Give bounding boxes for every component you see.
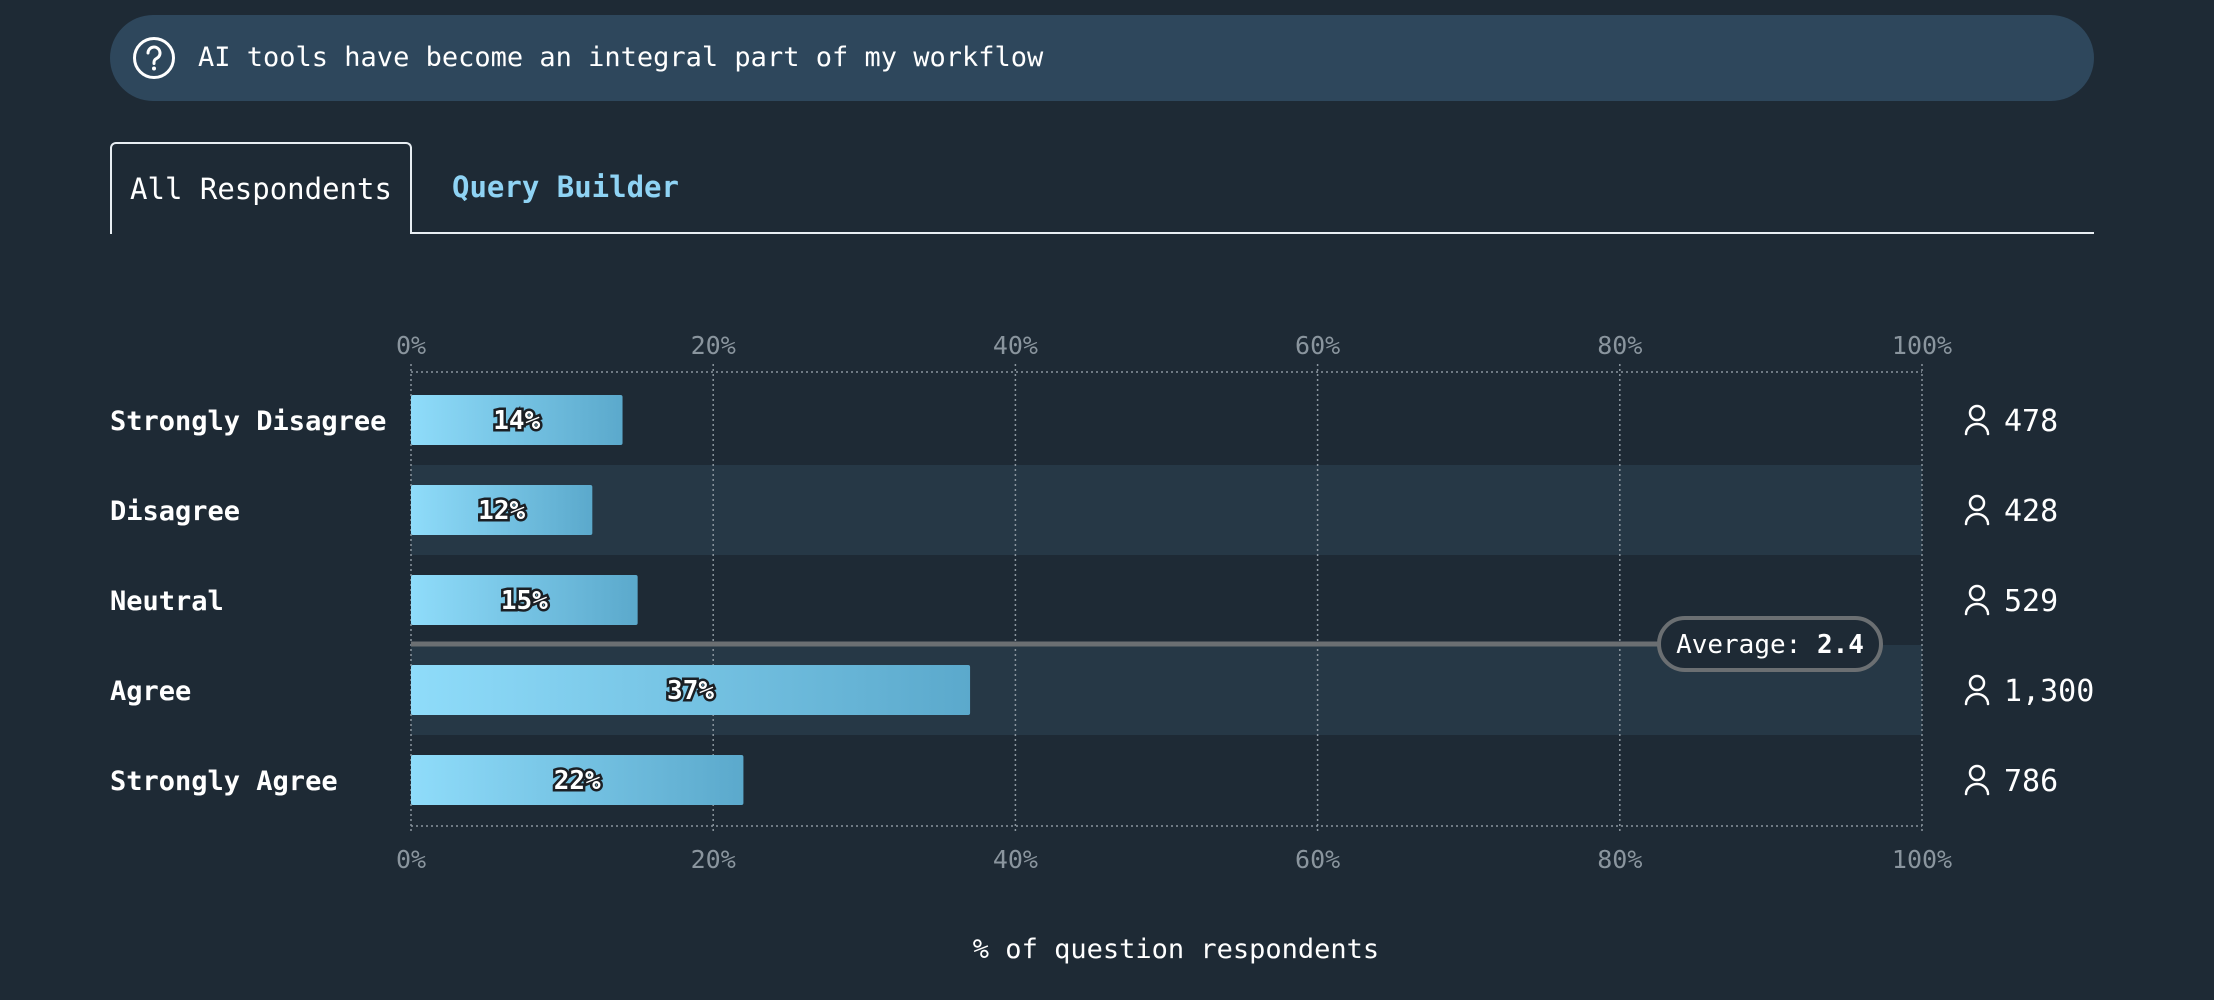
person-icon	[1964, 764, 1990, 796]
average-value: 2.4	[1817, 630, 1864, 660]
question-bar: AI tools have become an integral part of…	[110, 15, 2094, 101]
category-label: Strongly Disagree	[110, 406, 386, 437]
bar-value-label: 12%	[478, 496, 525, 526]
person-icon	[1964, 584, 1990, 616]
bar-value-label: 14%	[493, 406, 540, 436]
tick-label-top: 0%	[396, 331, 426, 360]
bar-value-label: 37%	[667, 676, 714, 706]
bar	[411, 755, 744, 805]
tick-label-bottom: 100%	[1892, 845, 1952, 874]
person-icon	[1964, 494, 1990, 526]
category-label: Strongly Agree	[110, 766, 338, 797]
tab-query-builder[interactable]: Query Builder	[452, 170, 679, 204]
average-pill	[1657, 616, 1883, 672]
category-label: Neutral	[110, 586, 224, 617]
row-stripe	[411, 465, 1922, 555]
respondent-count: 1,300	[2004, 674, 2094, 709]
category-label: Disagree	[110, 496, 240, 527]
tick-label-bottom: 80%	[1597, 845, 1642, 874]
tick-label-bottom: 20%	[691, 845, 736, 874]
respondent-count: 786	[2004, 764, 2058, 799]
tick-label-bottom: 0%	[396, 845, 426, 874]
category-label: Agree	[110, 676, 191, 707]
x-axis-title: % of question respondents	[973, 934, 1379, 965]
tick-label-top: 80%	[1597, 331, 1642, 360]
bar-value-label: 22%	[554, 766, 601, 796]
respondent-count: 478	[2004, 404, 2058, 439]
person-icon	[1964, 404, 1990, 436]
bar	[411, 395, 623, 445]
tick-label-bottom: 60%	[1295, 845, 1340, 874]
respondent-count: 428	[2004, 494, 2058, 529]
bar	[411, 665, 971, 715]
bar-value-label: 15%	[501, 586, 548, 616]
tick-label-top: 60%	[1295, 331, 1340, 360]
tick-label-top: 20%	[691, 331, 736, 360]
bar	[411, 575, 638, 625]
bar	[411, 485, 593, 535]
tick-label-top: 100%	[1892, 331, 1952, 360]
tick-label-bottom: 40%	[993, 845, 1038, 874]
tab-bar: All Respondents Query Builder	[110, 142, 2094, 234]
question-text: AI tools have become an integral part of…	[198, 42, 1044, 73]
person-icon	[1964, 674, 1990, 706]
question-circle-icon	[133, 37, 175, 79]
respondent-count: 529	[2004, 584, 2058, 619]
average-label: Average: 2.4	[1676, 630, 1864, 660]
tab-all-respondents[interactable]: All Respondents	[110, 142, 412, 234]
average-prefix: Average:	[1676, 630, 1817, 660]
tick-label-top: 40%	[993, 331, 1038, 360]
